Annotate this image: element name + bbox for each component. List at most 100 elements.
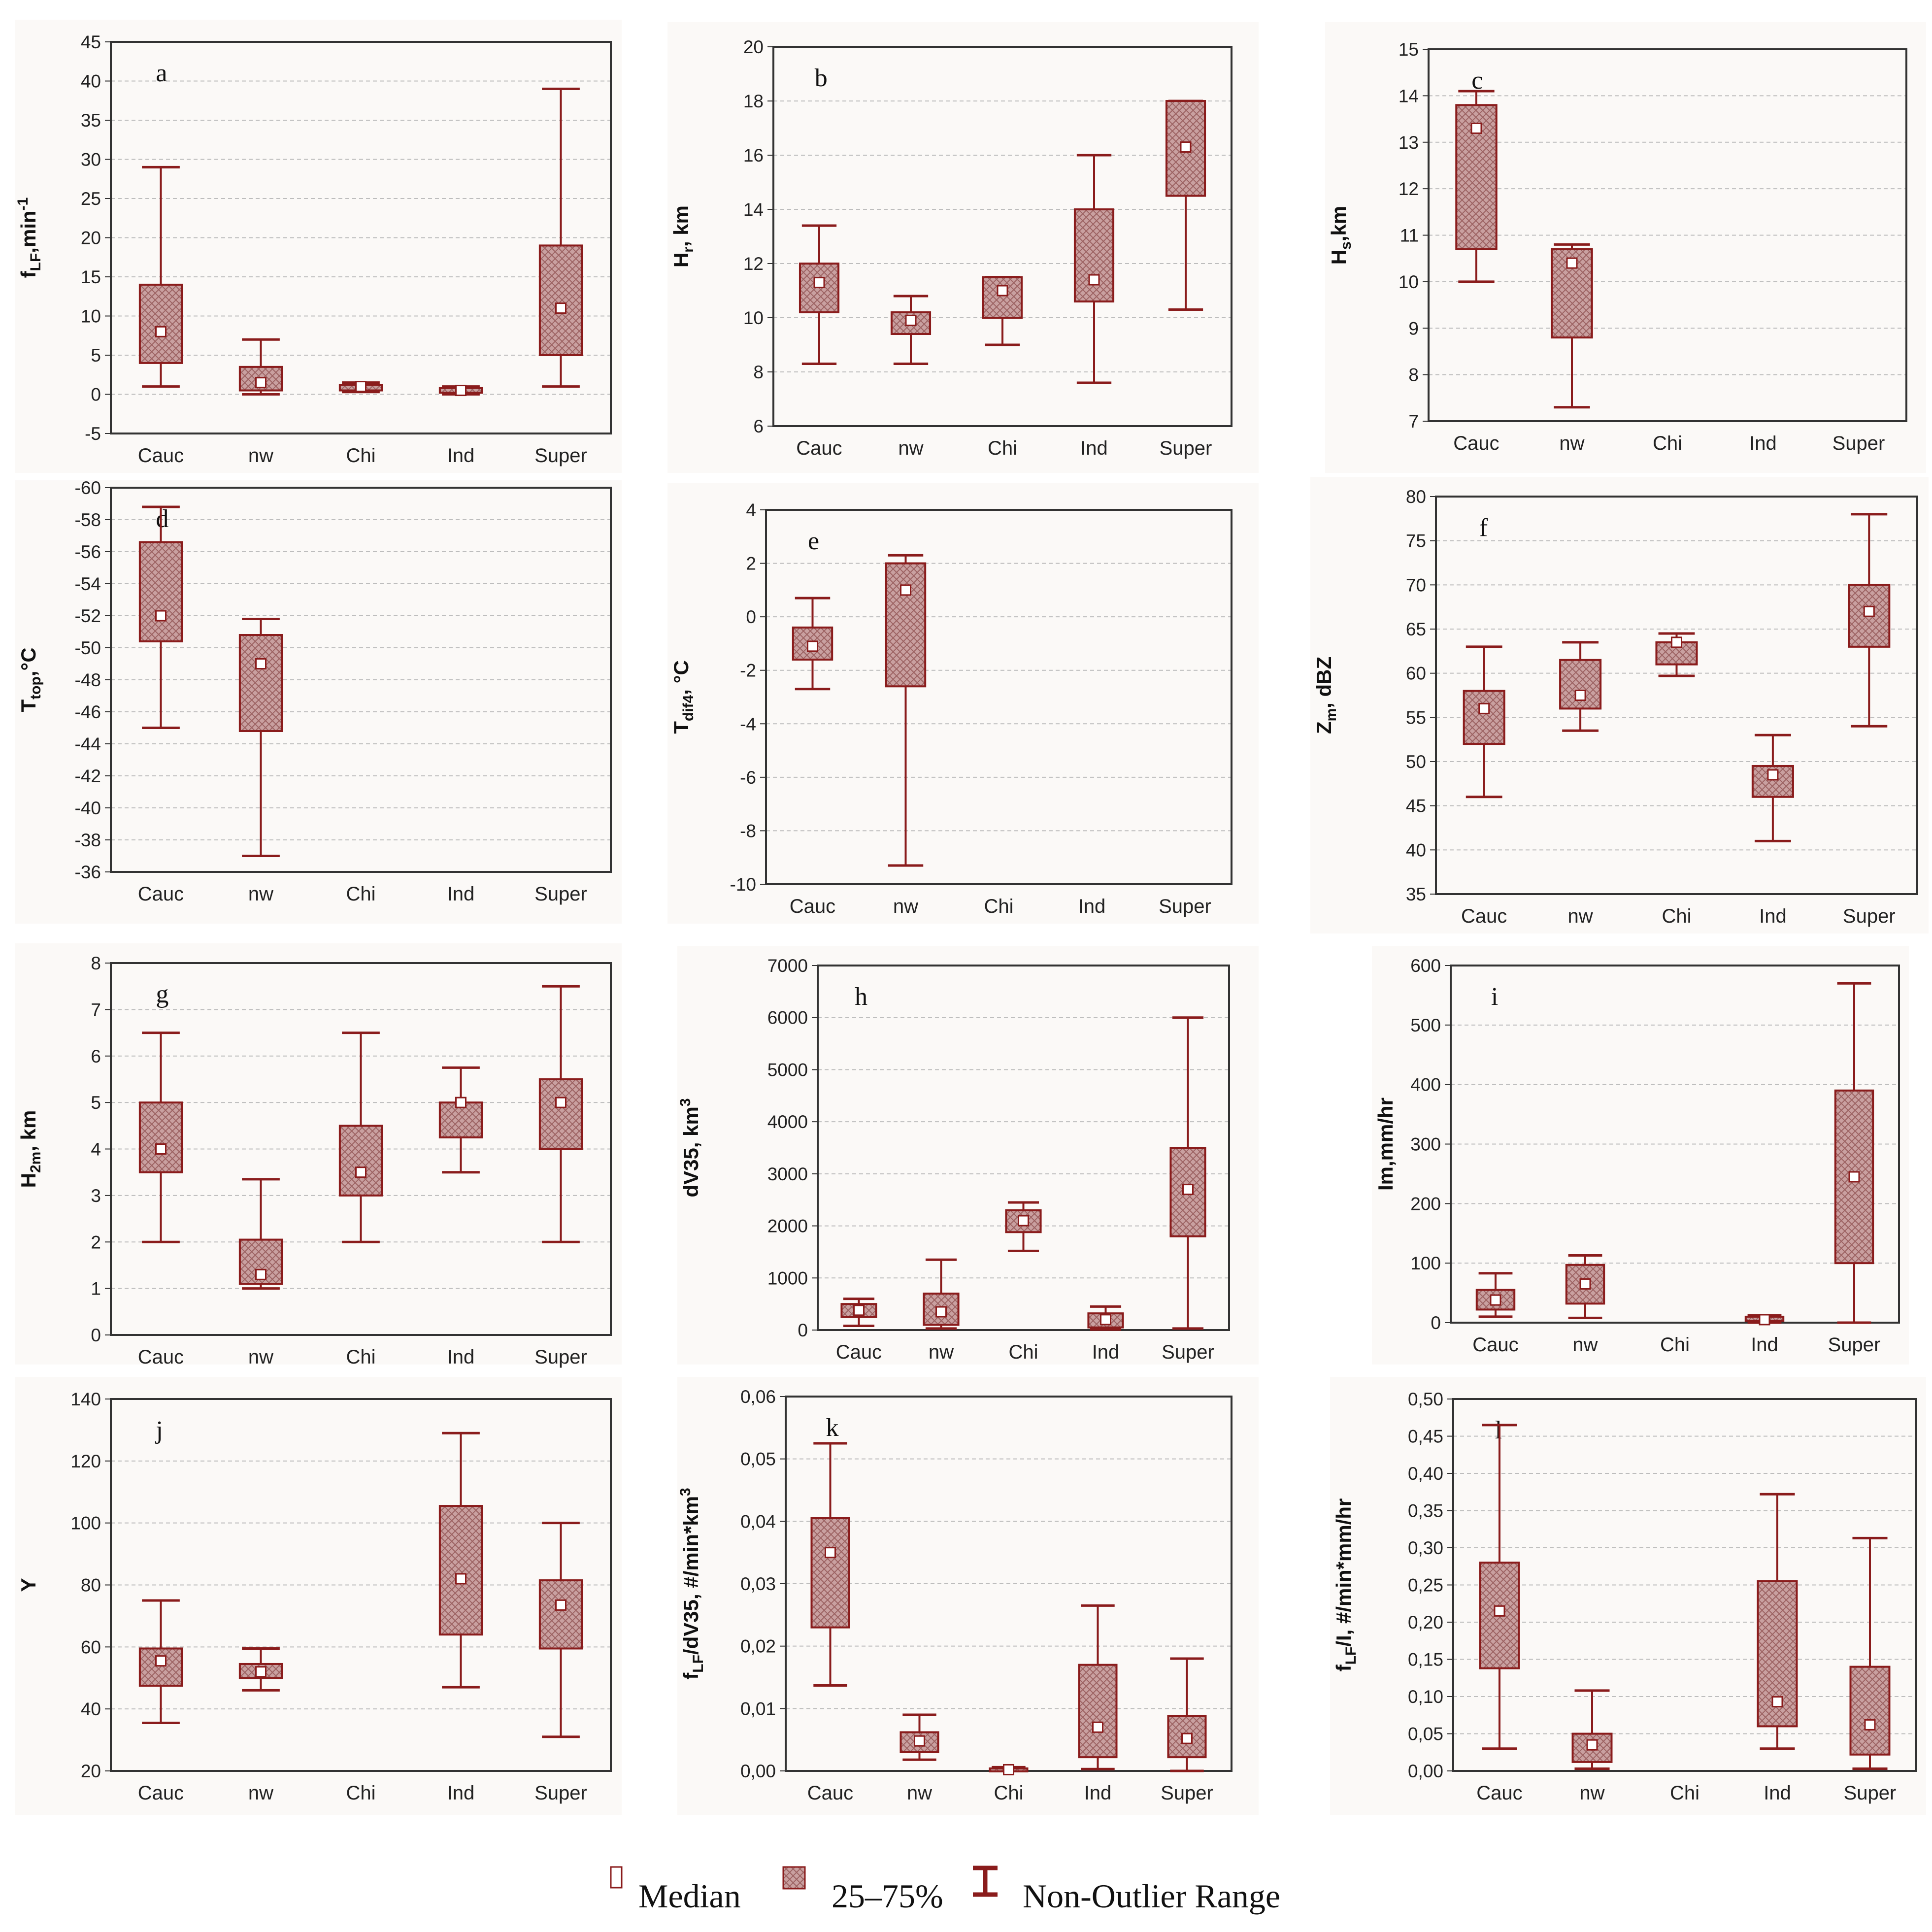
y-tick-label: 5000: [767, 1060, 808, 1080]
median-marker: [455, 1573, 466, 1585]
y-tick-label: 20: [81, 228, 101, 248]
median-marker: [455, 385, 466, 397]
y-tick-label: 40: [81, 71, 101, 92]
y-axis-label: Ttop,°C: [17, 647, 44, 712]
y-tick-label: 0,10: [1408, 1687, 1443, 1707]
y-axis-label-main: Z: [1312, 722, 1335, 734]
category-label: Ind: [1764, 1782, 1791, 1804]
box-cauc: [810, 1442, 850, 1687]
box-chi: [1655, 632, 1698, 677]
y-tick-label: 80: [1406, 487, 1426, 507]
iqr-box: [138, 1101, 183, 1173]
median-marker: [1671, 636, 1682, 648]
y-axis-label-rest: ,°C: [17, 647, 40, 676]
y-axis-label-main: T: [17, 700, 40, 712]
panel-a: -5 0 5 10 15 20 25 30 35 40 45 a Cauc nw Chi Ind Super fL…: [15, 20, 622, 473]
y-axis-label-main: T: [669, 721, 693, 734]
median-marker: [1182, 1184, 1194, 1196]
median-marker: [1490, 1294, 1501, 1306]
median-marker: [1759, 1314, 1770, 1326]
plot-frame: [817, 965, 1230, 1331]
y-tick-label: 30: [81, 150, 101, 170]
plot-frame: [110, 1398, 612, 1772]
iqr-box: [238, 634, 283, 732]
median-marker: [1003, 1764, 1014, 1775]
plot-frame: [110, 962, 612, 1336]
y-axis-label: Hr, km: [669, 205, 697, 267]
median-marker: [905, 315, 917, 326]
panel-label: g: [156, 980, 168, 1008]
panel-label: a: [156, 59, 167, 87]
y-axis-label-rest: , dBZ: [1312, 657, 1335, 708]
y-tick-label: 15: [1399, 39, 1419, 60]
box-cauc: [1463, 645, 1505, 799]
y-tick-label: 0,02: [740, 1636, 776, 1657]
y-tick-label: 10: [81, 306, 101, 327]
y-tick-label: -38: [75, 830, 101, 850]
category-label: Cauc: [836, 1341, 882, 1363]
y-tick-label: -56: [75, 542, 101, 562]
y-tick-label: 35: [1406, 884, 1426, 904]
panel-background: [15, 1377, 622, 1815]
iqr-box: [1551, 248, 1593, 339]
box-ind: [1073, 154, 1115, 384]
box-ind: [1087, 1305, 1124, 1331]
y-tick-label: 2000: [767, 1216, 808, 1236]
box-cauc: [138, 1599, 183, 1724]
iqr-box: [1463, 690, 1505, 745]
box-super: [1834, 982, 1874, 1324]
y-tick-label: 10: [1399, 272, 1419, 292]
y-axis-label-rest: /dV35, #/min*km: [679, 1496, 702, 1655]
iqr-box: [538, 244, 583, 356]
category-label: Super: [534, 1782, 587, 1804]
panel-background: [15, 20, 622, 473]
y-axis-label-subscript: m: [1323, 708, 1339, 722]
category-label: Chi: [346, 1346, 375, 1368]
median-marker: [155, 1143, 167, 1155]
panel-label: b: [815, 64, 828, 92]
panel-background: [1330, 1377, 1926, 1815]
panel-label: e: [808, 527, 819, 555]
y-tick-label: 140: [70, 1389, 101, 1409]
y-tick-label: 400: [1410, 1075, 1441, 1095]
y-tick-label: 120: [70, 1451, 101, 1471]
panel-b: 6 8 10 12 14 16 18 20 b Cauc nw Chi Ind Super Hr, km: [667, 22, 1259, 473]
plot-frame: [110, 41, 612, 434]
y-tick-label: 1: [91, 1279, 101, 1299]
median-marker: [1579, 1278, 1591, 1290]
median-marker: [853, 1304, 865, 1316]
median-marker: [255, 377, 266, 389]
y-tick-label: -50: [75, 638, 101, 658]
panel-label: k: [826, 1414, 838, 1442]
y-tick-label: 0,04: [740, 1511, 776, 1532]
panel-label: f: [1479, 514, 1488, 542]
median-marker: [1478, 702, 1490, 714]
box-chi: [989, 1764, 1029, 1775]
iqr-box: [138, 283, 183, 364]
y-axis-label: H2m, km: [17, 1110, 44, 1188]
median-marker: [255, 658, 266, 669]
category-label: Ind: [447, 883, 475, 905]
y-tick-label: 13: [1399, 133, 1419, 153]
y-tick-label: 0: [798, 1320, 808, 1340]
category-label: Chi: [1670, 1782, 1699, 1804]
category-label: Ind: [1078, 896, 1106, 917]
y-tick-label: 5: [91, 1093, 101, 1113]
category-label: Chi: [984, 896, 1013, 917]
box-chi: [338, 1032, 383, 1243]
category-label: nw: [248, 1346, 273, 1368]
category-label: nw: [1568, 905, 1593, 927]
y-tick-label: 0: [91, 385, 101, 405]
median-marker: [455, 1097, 466, 1108]
y-tick-label: 2: [746, 554, 756, 574]
y-tick-label: 40: [1406, 840, 1426, 860]
y-tick-label: 12: [1399, 179, 1419, 199]
y-tick-label: 18: [743, 91, 764, 111]
box-nw: [1559, 641, 1602, 732]
box-super: [1848, 513, 1891, 728]
iqr-box: [810, 1517, 850, 1629]
iqr-box: [1559, 659, 1602, 710]
y-tick-label: 4000: [767, 1112, 808, 1132]
y-axis-label: Zm, dBZ: [1312, 657, 1339, 734]
category-label: Ind: [447, 1782, 475, 1804]
